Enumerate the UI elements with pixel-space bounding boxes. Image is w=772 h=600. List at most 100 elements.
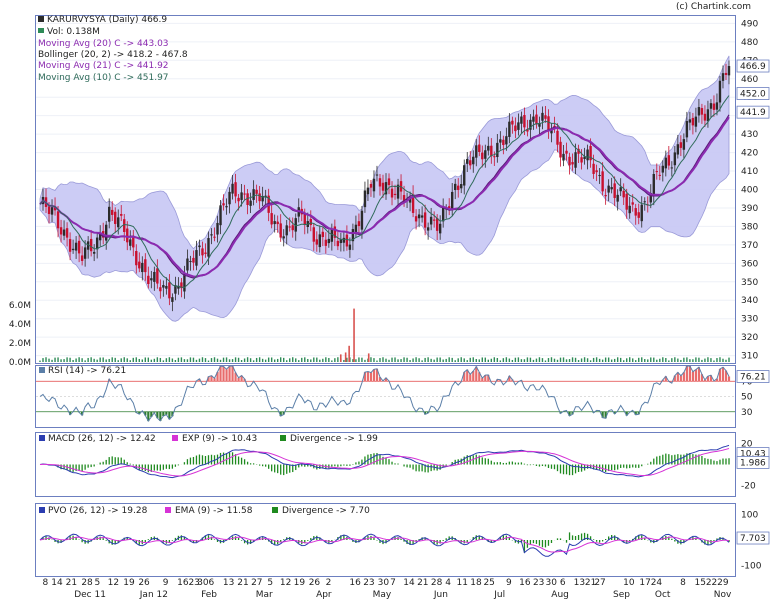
- volume-bar: [475, 358, 477, 362]
- candle-body: [517, 122, 520, 130]
- volume-bar: [556, 359, 559, 362]
- volume-bar: [99, 357, 101, 362]
- candle-body: [59, 227, 63, 235]
- candle-body: [432, 219, 436, 221]
- candle-body: [321, 231, 325, 238]
- volume-bar: [141, 359, 143, 362]
- volume-bar: [96, 359, 98, 362]
- volume-bar: [532, 359, 535, 362]
- volume-bar: [622, 360, 625, 362]
- volume-bar: [505, 357, 508, 362]
- candle-body: [147, 275, 150, 285]
- price-tick-label: 390: [741, 204, 758, 214]
- candle-body: [237, 197, 240, 202]
- candle-body: [634, 208, 637, 216]
- candle-body: [487, 145, 490, 151]
- legend-ma10: Moving Avg (10) C -> 451.97: [38, 73, 169, 83]
- candle-body: [718, 80, 722, 103]
- candle-body: [538, 123, 541, 127]
- volume-bar: [544, 360, 547, 362]
- volume-bar: [659, 358, 661, 362]
- candle-body: [324, 239, 328, 246]
- candle-body: [478, 144, 481, 152]
- macd-tick-label: -20: [741, 482, 756, 492]
- candle-body: [315, 239, 319, 245]
- rsi-legend-icon: [39, 367, 45, 373]
- candle-body: [706, 109, 710, 122]
- volume-bar: [710, 358, 712, 362]
- volume-bar: [42, 358, 44, 362]
- volume-bar: [322, 358, 324, 362]
- volume-bar: [48, 358, 50, 362]
- candle-body: [252, 189, 255, 200]
- candle-body: [282, 236, 285, 239]
- candle-body: [351, 229, 355, 242]
- volume-bar: [490, 358, 493, 362]
- candle-body: [450, 191, 454, 211]
- date-tick-label: 15: [695, 578, 706, 588]
- volume-bar: [339, 354, 342, 362]
- volume-bar: [216, 358, 219, 362]
- volume-bar: [412, 358, 414, 362]
- volume-bar: [629, 357, 631, 362]
- rsi-marker-label: 76.21: [740, 373, 766, 383]
- candle-body: [126, 228, 129, 243]
- candle-body: [393, 193, 397, 196]
- date-tick-label: 8: [43, 578, 49, 588]
- volume-bar: [195, 359, 198, 362]
- candle-body: [201, 248, 204, 256]
- candle-body: [499, 139, 502, 143]
- pvo-legend-icon: [39, 507, 45, 513]
- volume-bar: [328, 357, 330, 362]
- volume-bar: [355, 359, 357, 362]
- volume-bar: [129, 360, 131, 362]
- candle-body: [111, 209, 114, 215]
- candle-body: [577, 148, 580, 154]
- candle-body: [276, 221, 279, 225]
- volume-bar: [442, 359, 444, 362]
- candle-body: [375, 174, 379, 176]
- volume-bar: [346, 357, 348, 362]
- candle-body: [123, 219, 126, 232]
- candle-body: [327, 238, 331, 244]
- volume-bar: [180, 357, 183, 362]
- candle-body: [384, 182, 388, 195]
- candle-body: [219, 205, 222, 226]
- macd-marker-label: 1.986: [740, 458, 766, 468]
- volume-bar: [255, 357, 258, 362]
- price-marker-box: [736, 105, 770, 119]
- volume-bar: [174, 359, 177, 362]
- candle-body: [610, 187, 613, 190]
- volume-bar: [376, 360, 378, 362]
- candle-body: [457, 185, 460, 190]
- volume-bar: [415, 357, 417, 362]
- candle-body: [700, 108, 704, 115]
- candle-body: [68, 239, 72, 252]
- candle-body: [222, 203, 225, 206]
- candle-body: [71, 248, 75, 251]
- volume-bar: [165, 358, 168, 362]
- volume-bar: [370, 357, 372, 362]
- candle-body: [667, 155, 671, 166]
- volume-bar: [592, 357, 595, 362]
- candle-body: [117, 217, 120, 228]
- volume-bar: [406, 357, 408, 362]
- volume-bar: [656, 359, 658, 362]
- candle-body: [411, 194, 415, 213]
- legend-ma20: Moving Avg (20) C -> 443.03: [38, 39, 169, 49]
- candle-body: [396, 184, 400, 199]
- volume-bar: [310, 359, 312, 362]
- candle-body: [162, 285, 165, 288]
- candle-body: [180, 282, 183, 289]
- candle-body: [559, 141, 562, 158]
- volume-bar: [574, 357, 577, 362]
- candle-body: [601, 171, 604, 192]
- candle-body: [670, 167, 674, 169]
- volume-bar: [514, 357, 517, 362]
- volume-bar: [66, 357, 68, 362]
- candle-body: [309, 218, 312, 226]
- candle-body: [544, 115, 547, 119]
- volume-bar: [553, 358, 556, 362]
- candle-body: [98, 233, 102, 241]
